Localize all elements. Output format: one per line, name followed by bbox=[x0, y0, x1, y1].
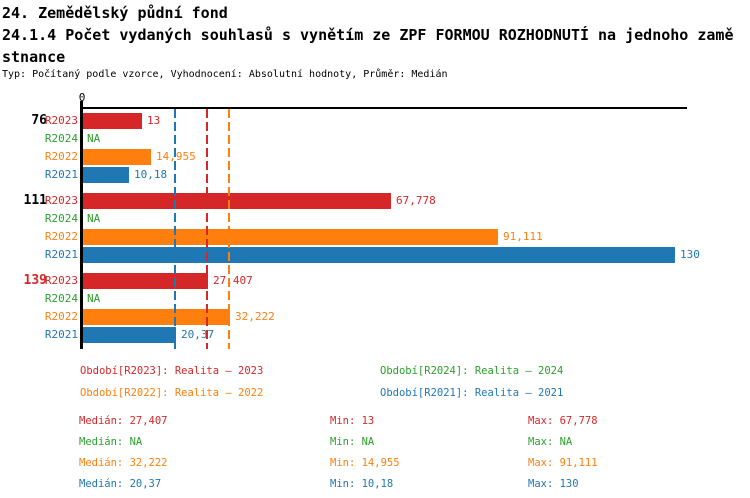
series-tick-R2022: R2022 bbox=[44, 150, 78, 163]
stat-median-R2022: Medián: 32,222 bbox=[79, 457, 168, 469]
series-tick-R2024: R2024 bbox=[44, 132, 78, 145]
na-value-R2024: NA bbox=[87, 132, 101, 145]
bar-R2021 bbox=[83, 327, 176, 343]
chart-area: 0 76R202313R2024NAR202214,955R202110,181… bbox=[0, 90, 750, 358]
series-tick-R2022: R2022 bbox=[44, 310, 78, 323]
group-label-111: 111 bbox=[23, 193, 47, 208]
indicator-title-line1: 24.1.4 Počet vydaných souhlasů s vynětím… bbox=[2, 26, 734, 44]
bar-value-R2023: 67,778 bbox=[396, 194, 436, 207]
median-line-R2023 bbox=[206, 109, 208, 349]
series-tick-R2023: R2023 bbox=[44, 274, 78, 287]
na-value-R2024: NA bbox=[87, 292, 101, 305]
legend-item-R2021: Období[R2021]: Realita – 2021 bbox=[380, 387, 564, 399]
series-tick-R2023: R2023 bbox=[44, 194, 78, 207]
series-tick-R2024: R2024 bbox=[44, 292, 78, 305]
stat-min-R2023: Min: 13 bbox=[330, 415, 375, 427]
y-axis-line bbox=[80, 101, 83, 349]
stat-min-R2024: Min: NA bbox=[330, 436, 375, 448]
bar-R2022 bbox=[83, 149, 151, 165]
legend-item-R2022: Období[R2022]: Realita – 2022 bbox=[80, 387, 264, 399]
stat-min-R2021: Min: 10,18 bbox=[330, 478, 394, 490]
chart-subtitle: Typ: Počítaný podle vzorce, Vyhodnocení:… bbox=[2, 69, 448, 80]
stat-max-R2024: Max: NA bbox=[528, 436, 573, 448]
stat-median-R2023: Medián: 27,407 bbox=[79, 415, 168, 427]
median-line-R2022 bbox=[228, 109, 230, 349]
stat-max-R2022: Max: 91,111 bbox=[528, 457, 598, 469]
series-tick-R2021: R2021 bbox=[44, 248, 78, 261]
legend-item-R2023: Období[R2023]: Realita – 2023 bbox=[80, 365, 264, 377]
stat-max-R2023: Max: 67,778 bbox=[528, 415, 598, 427]
series-tick-R2023: R2023 bbox=[44, 114, 78, 127]
bar-value-R2023: 13 bbox=[147, 114, 161, 127]
bar-R2023 bbox=[83, 113, 142, 129]
group-label-139: 139 bbox=[23, 273, 47, 288]
bar-R2023 bbox=[83, 193, 391, 209]
stat-max-R2021: Max: 130 bbox=[528, 478, 579, 490]
x-axis-line bbox=[82, 107, 687, 109]
median-line-R2021 bbox=[174, 109, 176, 349]
bar-R2021 bbox=[83, 167, 129, 183]
group-label-76: 76 bbox=[31, 113, 47, 128]
bar-value-R2022: 91,111 bbox=[503, 230, 543, 243]
stat-median-R2024: Medián: NA bbox=[79, 436, 143, 448]
bar-R2022 bbox=[83, 309, 230, 325]
stat-median-R2021: Medián: 20,37 bbox=[79, 478, 162, 490]
series-tick-R2021: R2021 bbox=[44, 328, 78, 341]
bar-value-R2021: 10,18 bbox=[134, 168, 168, 181]
bar-R2022 bbox=[83, 229, 498, 245]
bar-value-R2021: 20,37 bbox=[181, 328, 215, 341]
series-tick-R2022: R2022 bbox=[44, 230, 78, 243]
bar-value-R2022: 32,222 bbox=[235, 310, 275, 323]
series-tick-R2021: R2021 bbox=[44, 168, 78, 181]
series-tick-R2024: R2024 bbox=[44, 212, 78, 225]
na-value-R2024: NA bbox=[87, 212, 101, 225]
bar-value-R2023: 27,407 bbox=[213, 274, 253, 287]
bar-value-R2021: 130 bbox=[680, 248, 700, 261]
bar-R2023 bbox=[83, 273, 208, 289]
indicator-title-line2: stnance bbox=[2, 48, 66, 66]
x-axis-tick-zero: 0 bbox=[78, 91, 86, 104]
bar-R2021 bbox=[83, 247, 675, 263]
legend-item-R2024: Období[R2024]: Realita – 2024 bbox=[380, 365, 564, 377]
report-title: 24. Zemědělský půdní fond bbox=[2, 4, 228, 22]
stat-min-R2022: Min: 14,955 bbox=[330, 457, 400, 469]
